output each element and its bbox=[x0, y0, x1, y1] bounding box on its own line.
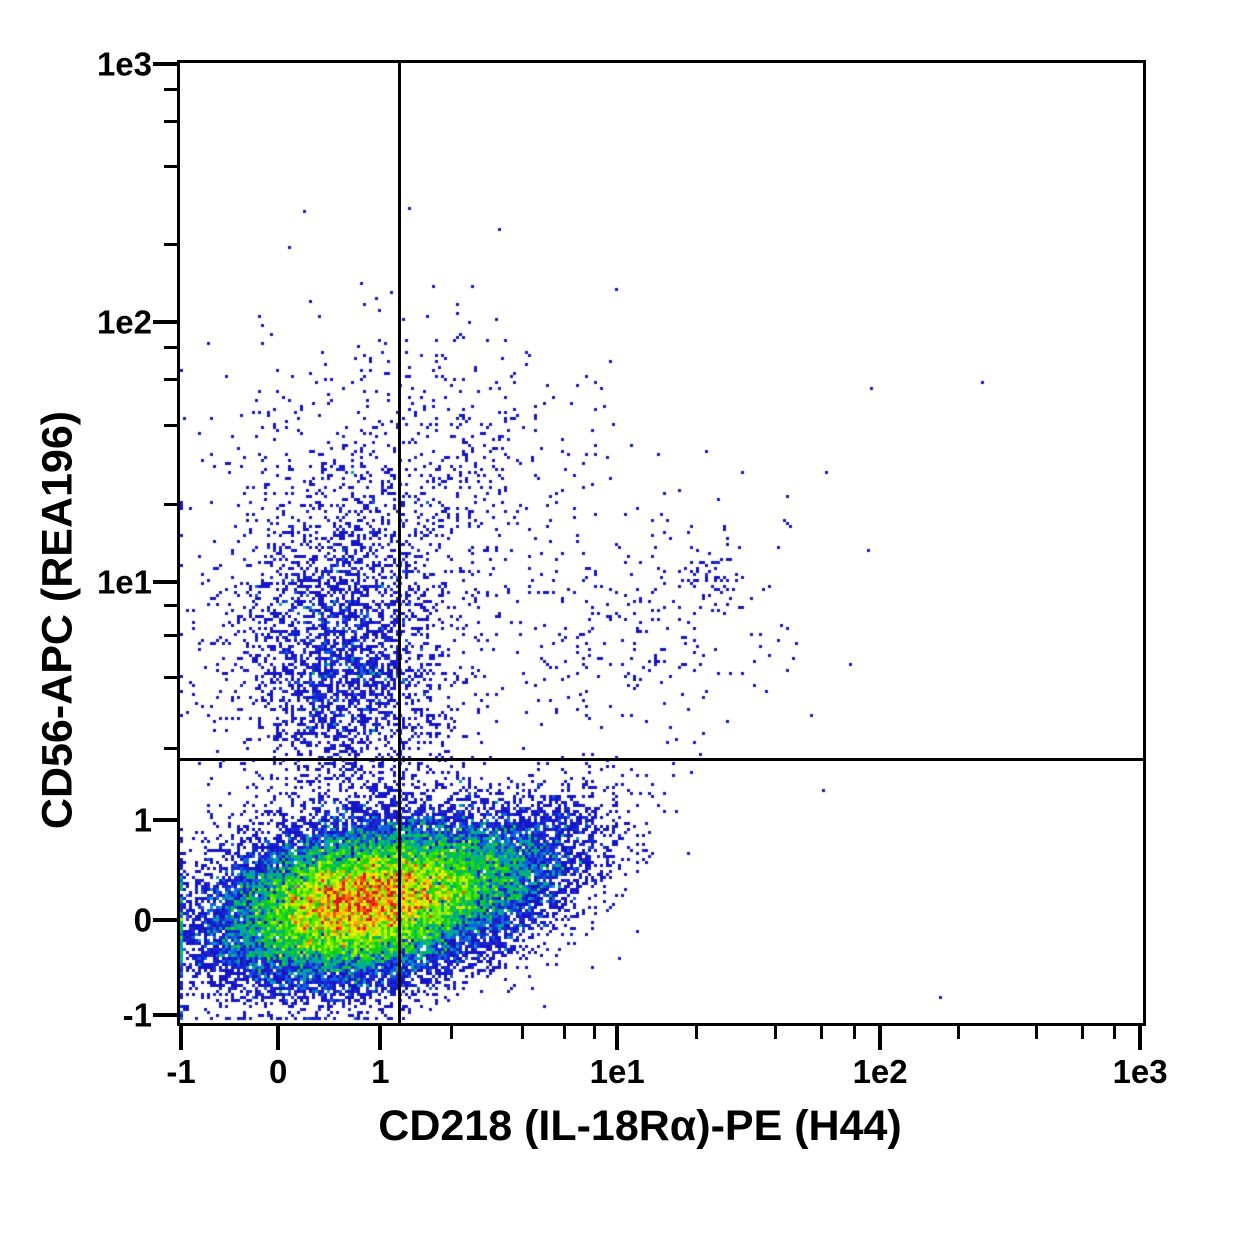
x-minor-tick bbox=[956, 1026, 960, 1039]
x-tick-label: 1e3 bbox=[1112, 1053, 1168, 1090]
y-minor-tick bbox=[164, 165, 177, 169]
y-major-tick bbox=[153, 62, 177, 66]
y-tick-label: -1 bbox=[122, 996, 152, 1034]
quadrant-gate-vertical-line bbox=[397, 63, 401, 1023]
y-tick-label: 1e2 bbox=[96, 303, 152, 341]
x-minor-tick bbox=[563, 1026, 567, 1039]
plot-area bbox=[177, 60, 1146, 1026]
y-minor-tick bbox=[164, 119, 177, 123]
y-major-tick bbox=[153, 918, 177, 923]
y-major-tick bbox=[153, 1013, 177, 1018]
y-major-tick bbox=[153, 580, 177, 585]
x-tick-label: -1 bbox=[166, 1053, 196, 1090]
x-minor-tick bbox=[694, 1026, 698, 1039]
y-axis-title: CD56-APC (REA196) bbox=[33, 410, 82, 830]
x-axis-title: CD218 (IL-18Rα)-PE (H44) bbox=[378, 1102, 902, 1150]
x-minor-tick bbox=[1035, 1026, 1039, 1039]
x-minor-tick bbox=[774, 1026, 777, 1039]
x-minor-tick bbox=[521, 1026, 525, 1039]
x-minor-tick bbox=[853, 1026, 857, 1039]
x-major-tick bbox=[378, 1026, 383, 1050]
y-minor-tick bbox=[164, 633, 177, 637]
x-tick-label: 1e2 bbox=[852, 1053, 908, 1090]
y-minor-tick bbox=[164, 243, 177, 246]
x-minor-tick bbox=[1113, 1026, 1117, 1039]
x-major-tick bbox=[276, 1026, 281, 1050]
y-tick-label: 1e3 bbox=[96, 45, 152, 83]
x-major-tick bbox=[878, 1026, 883, 1050]
y-minor-tick bbox=[164, 747, 177, 751]
y-tick-label: 1e1 bbox=[96, 563, 152, 601]
y-tick-label: 0 bbox=[133, 901, 152, 939]
quadrant-gate-horizontal-line bbox=[180, 758, 1143, 762]
x-tick-label: 1 bbox=[371, 1053, 390, 1090]
y-minor-tick bbox=[164, 675, 177, 679]
y-major-tick bbox=[153, 818, 177, 823]
y-minor-tick bbox=[164, 345, 177, 349]
x-tick-label: 1e1 bbox=[589, 1053, 645, 1090]
y-minor-tick bbox=[164, 603, 177, 607]
x-minor-tick bbox=[592, 1026, 596, 1039]
x-major-tick bbox=[179, 1026, 183, 1050]
x-minor-tick bbox=[1080, 1026, 1084, 1039]
y-minor-tick bbox=[164, 87, 177, 91]
x-minor-tick bbox=[450, 1026, 454, 1039]
y-minor-tick bbox=[164, 502, 177, 506]
x-minor-tick bbox=[820, 1026, 824, 1039]
x-major-tick bbox=[1138, 1026, 1143, 1050]
x-major-tick bbox=[615, 1026, 620, 1050]
x-tick-label: 0 bbox=[269, 1053, 288, 1090]
density-scatter-canvas bbox=[180, 63, 1143, 1023]
y-tick-label: 1 bbox=[133, 801, 152, 839]
y-minor-tick bbox=[164, 424, 177, 428]
y-major-tick bbox=[153, 320, 177, 325]
y-minor-tick bbox=[164, 378, 177, 382]
